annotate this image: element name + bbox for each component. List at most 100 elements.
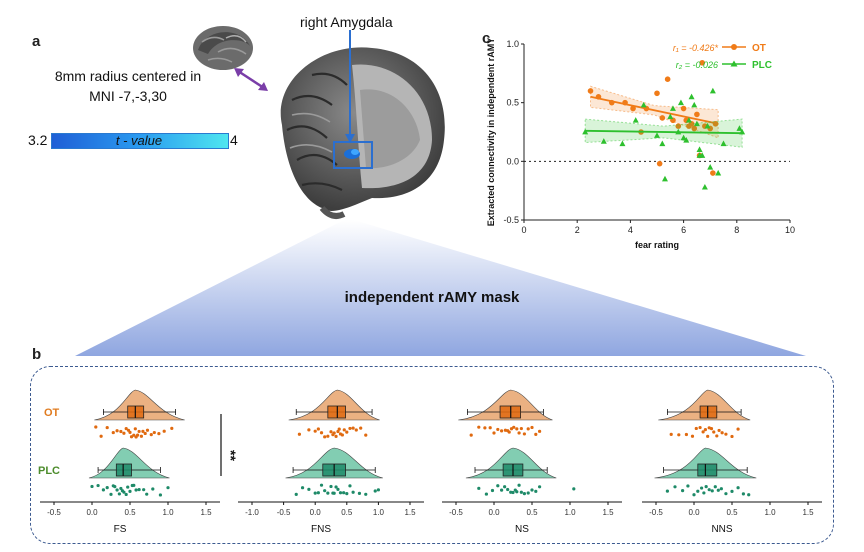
data-point-ot	[608, 99, 615, 106]
data-point-plc	[685, 117, 692, 123]
correlation-annotation-plc: r₂ = -0.026	[676, 60, 718, 70]
data-point-ot	[691, 125, 698, 132]
subplot-tick-label: 1.0	[764, 508, 776, 517]
data-point-ot	[680, 105, 687, 112]
raindrop-ot	[538, 429, 542, 433]
x-tick-label: 10	[785, 225, 795, 235]
raindrop-ot	[323, 435, 327, 439]
raindrop-ot	[128, 430, 132, 434]
mni-line-2: MNI -7,-3,30	[89, 88, 167, 104]
subplot-tick-label: 1.5	[200, 508, 212, 517]
raindrop-ot	[297, 432, 301, 436]
data-point-plc	[699, 152, 706, 158]
raindrop-plc	[704, 484, 708, 489]
raindrop-plc	[313, 491, 317, 495]
raindrop-plc	[484, 492, 488, 496]
confidence-band-plc	[584, 118, 743, 148]
data-point-ot	[595, 94, 602, 100]
x-tick-label: 0	[521, 225, 526, 235]
raindrop-plc	[681, 489, 685, 493]
raindrop-ot	[105, 425, 109, 430]
raindrop-ot	[99, 434, 103, 438]
raindrop-plc	[137, 487, 141, 492]
raindrop-ot	[469, 433, 473, 437]
raindrop-ot	[157, 432, 161, 436]
subplot-tick-label: 0.0	[688, 508, 700, 517]
raindrop-plc	[115, 488, 119, 492]
raindrop-plc	[329, 484, 333, 489]
raindrop-plc	[142, 488, 146, 492]
raincloud-plots: OT PLC ** -0.5 0.0 0.5 1.0 1.5 FS -1.0 -0.5 0.0 0.5 1…	[38, 389, 822, 535]
fit-line-plc	[585, 129, 743, 135]
data-point-ot	[694, 111, 700, 118]
panel-b-label: b	[32, 346, 42, 363]
raindrop-ot	[129, 435, 134, 439]
panel-a-label: a	[32, 33, 41, 50]
x-tick-label: 6	[681, 225, 686, 235]
raindrop-plc	[503, 485, 507, 489]
raindrop-plc	[109, 492, 113, 496]
y-tick-label: 0.5	[506, 98, 519, 108]
raindrop-plc	[673, 485, 677, 489]
data-point-plc	[720, 140, 727, 147]
subplot-tick-label: -0.5	[47, 508, 61, 517]
raindrop-plc	[713, 485, 717, 489]
data-point-plc	[677, 99, 684, 106]
raindrop-plc	[357, 491, 362, 495]
raindrop-plc	[519, 490, 523, 494]
raindrop-plc	[700, 486, 704, 490]
raindrop-ot	[496, 427, 500, 432]
raindrop-ot	[94, 425, 98, 429]
raindrop-ot	[483, 426, 487, 430]
raindrop-ot	[720, 431, 724, 435]
legend-marker-ot	[731, 44, 737, 50]
raindrop-plc	[145, 492, 149, 496]
raindrop-ot	[724, 432, 728, 436]
raindrop-plc	[113, 485, 117, 489]
raindrop-ot	[145, 428, 150, 432]
raindrop-plc	[747, 493, 751, 497]
raindrop-plc	[665, 489, 670, 493]
raindrop-ot	[477, 425, 481, 429]
raindrop-ot	[717, 428, 721, 433]
group-label-plc: PLC	[38, 465, 60, 477]
raindrop-ot	[669, 432, 673, 436]
subplot-tick-label: 1.0	[564, 508, 576, 517]
x-tick-label: 8	[734, 225, 739, 235]
legend-label-ot: OT	[752, 43, 766, 54]
raindrop-ot	[152, 430, 156, 435]
raindrop-plc	[477, 486, 481, 490]
subplot-tick-label: 0.5	[526, 508, 538, 517]
data-point-ot	[659, 115, 666, 121]
raindrop-ot	[337, 427, 341, 431]
raindrop-ot	[515, 427, 519, 431]
raindrop-ot	[512, 425, 516, 429]
raindrop-plc	[724, 492, 728, 496]
raindrop-ot	[141, 429, 145, 433]
raindrop-plc	[300, 486, 305, 490]
raindrop-plc	[307, 487, 311, 491]
y-tick-label: 1.0	[506, 39, 519, 49]
panel-c-label: c	[482, 30, 491, 47]
raindrop-ot	[492, 431, 496, 435]
density-cloud-ot	[94, 389, 185, 421]
raindrop-ot	[124, 427, 128, 431]
raindrop-plc	[326, 491, 330, 495]
box-plc	[115, 463, 132, 477]
small-brain-image	[193, 26, 253, 70]
raindrop-ot	[319, 431, 324, 435]
subplot-tick-label: -0.5	[277, 508, 291, 517]
raindrop-plc	[736, 486, 740, 490]
raindrop-ot	[115, 429, 119, 433]
density-cloud-plc	[654, 447, 757, 479]
raindrop-plc	[345, 492, 349, 496]
data-point-plc	[707, 164, 714, 170]
raindrop-ot	[133, 427, 137, 431]
x-tick-label: 2	[575, 225, 580, 235]
data-point-plc	[654, 132, 660, 138]
colorbar-max-label: 4	[230, 132, 238, 148]
subplot-tick-label: -0.5	[649, 508, 663, 517]
subplot-tick-label: 1.5	[802, 508, 814, 517]
subplot-tick-label: 0.0	[488, 508, 500, 517]
data-point-ot	[710, 170, 716, 176]
